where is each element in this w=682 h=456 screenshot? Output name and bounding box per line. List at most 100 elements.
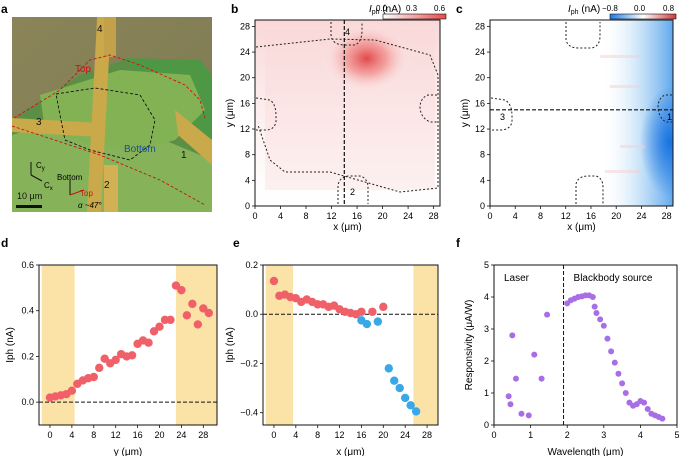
panel-d-xtick-label: 20 <box>154 430 164 440</box>
panel-d-point-data <box>95 363 104 373</box>
panel-d-xtick-label: 8 <box>91 430 96 440</box>
electrode-2-label: 2 <box>104 180 110 191</box>
panel-f-annotation-laser: Laser <box>504 273 530 284</box>
panel-f-point-data <box>505 393 512 400</box>
panel-e-plot: 0 4 8 12 16 20 24 28 −0.4 −0.2 0.0 0.2 x (μm) Iph (nA… <box>225 260 439 456</box>
panel-f-point-data <box>615 370 622 377</box>
panel-f-point-data <box>597 316 604 323</box>
panel-d-xlabel: y (μm) <box>114 447 143 456</box>
panel-d-ytick-label: 0.6 <box>21 260 34 270</box>
svg-text:Iph (nA): Iph (nA) <box>369 4 401 16</box>
electrode-3-label: 3 <box>36 117 42 128</box>
panel-f-point-data <box>538 375 545 382</box>
panel-f-point-data <box>591 303 598 310</box>
heatmap-b-xtick-label: 4 <box>278 211 283 221</box>
panel-f-point-data <box>600 322 607 329</box>
orientation-indicator: Bottom Top α ~47° <box>57 173 102 210</box>
cbar-b-tick-0: 0.0 <box>376 4 388 13</box>
panel-d-point-data <box>188 299 197 309</box>
crystal-axes: Cy Cx <box>30 161 53 192</box>
panel-e-ytick-label: 0.0 <box>245 309 258 319</box>
heatmap-c-outlines <box>490 22 672 204</box>
panel-e-point-negative <box>395 383 404 393</box>
heatmap-c-xtick-label: 8 <box>538 211 543 221</box>
svg-text:Bottom: Bottom <box>57 173 83 182</box>
panel-e-point-negative <box>411 407 421 416</box>
panel-f-ytick-label: 4 <box>484 292 489 302</box>
panel-d-ytick-label: 0.4 <box>21 306 34 316</box>
heatmap-c-electrode-3: 3 <box>500 112 505 122</box>
panel-d-point-data <box>193 320 203 329</box>
panel-e-point-positive <box>269 276 279 286</box>
panel-a-label: a <box>1 2 8 16</box>
panel-d-xtick-label: 28 <box>198 430 208 440</box>
svg-text:Cx: Cx <box>44 181 53 192</box>
panel-e-point-positive <box>379 302 388 312</box>
panel-d-xtick-label: 0 <box>47 430 52 440</box>
heatmap-b-electrode-4: 4 <box>345 27 350 37</box>
cbar-c-tick-1: 0.0 <box>634 4 646 13</box>
panel-c-label: c <box>456 2 463 16</box>
panel-e-frame <box>262 264 439 426</box>
panel-f-ytick-label: 0 <box>484 420 489 430</box>
panel-d-point-data <box>144 338 153 347</box>
heatmap-b-ytick-label: 28 <box>240 21 250 31</box>
panel-f-point-data <box>641 399 648 406</box>
panel-e-xtick-label: 16 <box>356 430 366 440</box>
panel-e-xtick-label: 12 <box>335 430 345 440</box>
panel-e-point-negative <box>406 401 415 410</box>
svg-text:α ~47°: α ~47° <box>78 201 102 210</box>
heatmap-b-ylabel: y (μm) <box>225 99 236 128</box>
panel-e-xtick-label: 0 <box>271 430 276 440</box>
heatmap-b-ytick-label: 24 <box>240 47 250 57</box>
panel-d-point-data <box>166 315 175 325</box>
heatmap-c-ytick-label: 28 <box>475 21 485 31</box>
panel-d-plot: 0 4 8 12 16 20 24 28 0.0 0.2 0.4 0.6 y (μm) Iph (nA) <box>5 260 218 456</box>
svg-text:Top: Top <box>80 189 93 198</box>
heatmap-c-xtick-label: 4 <box>513 211 518 221</box>
cbar-c-tick-2: 0.8 <box>663 4 675 13</box>
panel-d-ylabel: Iph (nA) <box>5 327 16 363</box>
panel-f-point-data <box>604 335 611 342</box>
panel-f-ylabel: Responsivity (μA/W) <box>464 300 475 391</box>
panel-d-ytick-label: 0.0 <box>21 397 34 407</box>
heatmap-b-xtick-label: 20 <box>378 211 388 221</box>
panel-f-point-data <box>644 406 651 412</box>
microscope-image <box>12 17 212 212</box>
heatmap-c-xtick-label: 20 <box>611 211 621 221</box>
panel-f-label: f <box>456 236 461 250</box>
panel-f-point-data <box>525 412 532 419</box>
panel-e-point-positive <box>368 307 377 316</box>
panel-d-xtick-label: 24 <box>176 430 186 440</box>
panel-f-ytick-label: 2 <box>484 356 489 366</box>
colorbar-b: Iph (nA) 0.0 0.3 0.6 <box>369 4 447 20</box>
panel-f-point-data <box>611 359 618 366</box>
heatmap-b-ytick-label: 0 <box>245 201 250 211</box>
panel-e-ylabel: Iph (nA) <box>225 327 236 363</box>
heatmap-c-xtick-label: 12 <box>561 211 571 221</box>
panel-f-xtick-label: 1 <box>528 430 533 440</box>
panel-d-xtick-label: 16 <box>133 430 143 440</box>
electrode-1-label: 1 <box>181 150 187 161</box>
panel-e-label: e <box>233 236 240 250</box>
panel-e-point-negative <box>362 319 372 329</box>
heatmap-b-frame <box>254 19 441 207</box>
heatmap-c-ytick-label: 8 <box>480 150 485 160</box>
panel-f-point-data <box>589 294 596 300</box>
panel-d-label: d <box>1 236 8 250</box>
panel-e-xlabel: x (μm) <box>336 447 365 456</box>
panel-f-ytick-label: 1 <box>484 388 489 398</box>
heatmap-c-ytick-label: 24 <box>475 47 485 57</box>
heatmap-b-xtick-label: 8 <box>304 211 309 221</box>
panel-e-ytick-label: −0.2 <box>240 358 258 368</box>
panel-e-point-negative <box>390 376 399 385</box>
panel-d-point-data <box>177 285 186 295</box>
heatmap-c-xlabel: x (μm) <box>567 222 596 233</box>
heatmap-b-ytick-label: 8 <box>245 150 250 160</box>
panel-f-point-data <box>507 401 514 408</box>
heatmap-b-ytick-label: 4 <box>245 175 250 185</box>
heatmap-c-xtick-label: 0 <box>487 211 492 221</box>
colorbar-c: Iph (nA) −0.8 0.0 0.8 <box>568 4 677 20</box>
panel-d-point-data <box>204 308 213 318</box>
